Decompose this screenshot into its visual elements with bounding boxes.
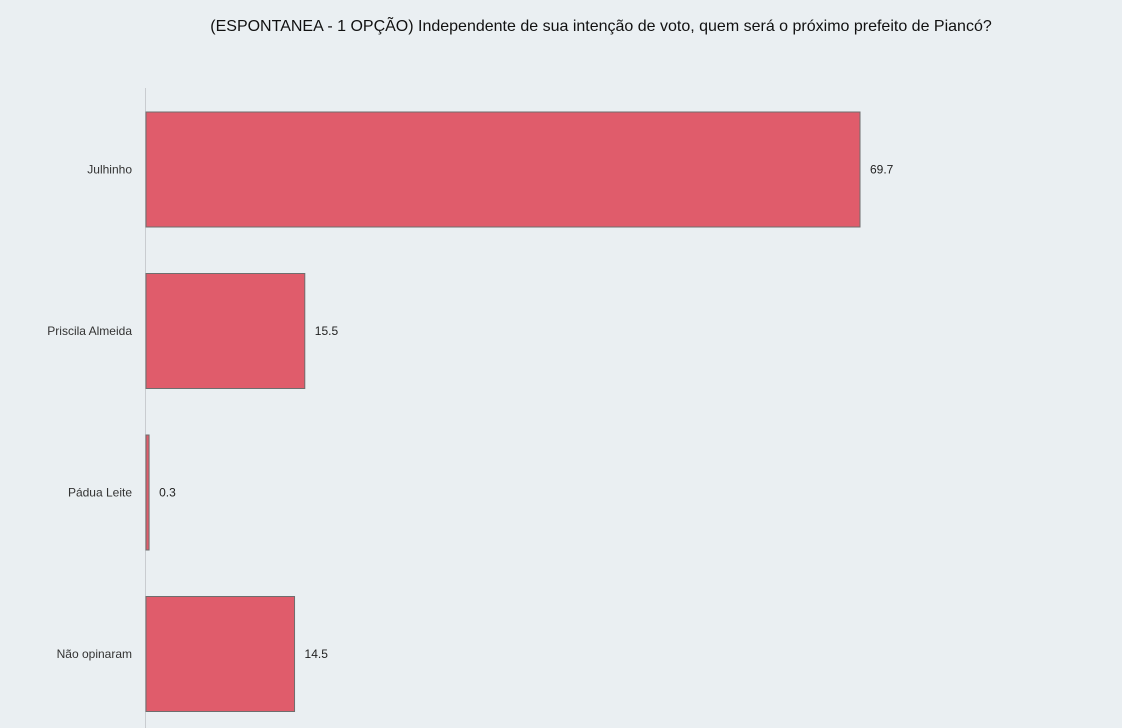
bars-group <box>145 111 861 712</box>
category-label-nao-opinaram: Não opinaram <box>57 647 132 661</box>
bar-priscila-almeida <box>145 273 306 389</box>
bar-julhinho <box>145 111 861 228</box>
category-label-priscila-almeida: Priscila Almeida <box>47 324 132 338</box>
bar-nao-opinaram <box>145 596 296 712</box>
chart-title: (ESPONTANEA - 1 OPÇÃO) Independente de s… <box>210 18 992 35</box>
value-label-julhinho: 69.7 <box>870 163 894 177</box>
value-label-priscila-almeida: 15.5 <box>315 324 339 338</box>
bar-padua-leite <box>145 434 150 551</box>
category-label-padua-leite: Pádua Leite <box>68 486 132 500</box>
value-label-nao-opinaram: 14.5 <box>305 647 329 661</box>
value-label-padua-leite: 0.3 <box>159 486 176 500</box>
category-label-julhinho: Julhinho <box>87 163 132 177</box>
labels-group: Julhinho 69.7 Priscila Almeida 15.5 Pádua Le… <box>47 163 893 662</box>
